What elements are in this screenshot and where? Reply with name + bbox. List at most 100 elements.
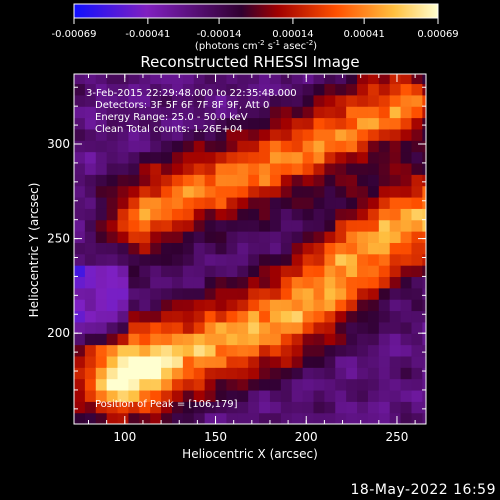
heatmap-cell <box>248 389 260 402</box>
heatmap-cell <box>182 83 195 96</box>
heatmap-cell <box>117 151 130 164</box>
heatmap-cell <box>367 94 380 107</box>
heatmap-cell <box>280 310 293 323</box>
heatmap-cell <box>128 344 140 357</box>
heatmap-cell <box>95 321 108 334</box>
heatmap-cell <box>215 276 228 289</box>
heatmap-cell <box>117 117 130 130</box>
heatmap-cell <box>95 253 108 266</box>
heatmap-cell <box>139 401 151 414</box>
heatmap-cell <box>193 140 206 153</box>
heatmap-cell <box>335 83 347 96</box>
heatmap-cell <box>291 287 304 300</box>
heatmap-cell <box>128 389 140 402</box>
heatmap-cell <box>357 242 369 255</box>
heatmap-cell <box>95 333 108 346</box>
heatmap-cell <box>346 253 358 266</box>
heatmap-cell <box>313 389 325 402</box>
heatmap-cell <box>139 231 151 243</box>
heatmap-cell <box>313 265 325 278</box>
heatmap-cell <box>400 140 413 153</box>
heatmap-cell <box>400 310 413 323</box>
heatmap-cell <box>150 128 162 141</box>
colorbar-frame <box>73 3 439 19</box>
y-axis-label: Heliocentric Y (arcsec) <box>27 183 41 318</box>
heatmap-cell <box>367 106 380 119</box>
heatmap-cell <box>84 106 97 119</box>
heatmap-cell <box>161 401 173 414</box>
heatmap-cell <box>237 355 249 368</box>
heatmap-cell <box>357 265 369 278</box>
heatmap-cell <box>378 276 391 289</box>
heatmap-cell <box>400 253 413 266</box>
heatmap-cell <box>335 117 347 130</box>
heatmap-cell <box>226 344 238 357</box>
heatmap-cell <box>237 389 249 402</box>
heatmap-cell <box>106 231 119 243</box>
heatmap-cell <box>324 174 336 187</box>
heatmap-cell <box>193 276 206 289</box>
heatmap-cell <box>237 140 249 153</box>
heatmap-cell <box>389 117 402 130</box>
heatmap-cell <box>84 151 97 164</box>
heatmap-cell <box>302 174 315 187</box>
heatmap-cell <box>378 196 391 209</box>
heatmap-cell <box>357 310 369 323</box>
heatmap-cell <box>74 117 86 130</box>
heatmap-cell <box>367 299 380 312</box>
heatmap-cell <box>128 83 140 96</box>
heatmap-cell <box>117 128 130 141</box>
heatmap-cell <box>139 162 151 175</box>
heatmap-cell <box>302 162 315 175</box>
heatmap-cell <box>248 333 260 346</box>
heatmap-cell <box>139 219 151 232</box>
heatmap-cell <box>422 185 426 198</box>
heatmap-cell <box>400 265 413 278</box>
heatmap-cell <box>226 219 238 232</box>
heatmap-cell <box>367 367 380 380</box>
colorbar-tick-labels: -0.00069 -0.00041 -0.00014 0.00014 0.00041 0.… <box>52 29 459 40</box>
heatmap-cell <box>204 389 217 402</box>
heatmap-cell <box>171 299 184 312</box>
heatmap-cell <box>204 74 217 85</box>
heatmap-cell <box>84 219 97 232</box>
heatmap-cell <box>389 276 402 289</box>
heatmap-cell <box>226 276 238 289</box>
heatmap-cell <box>171 74 184 85</box>
heatmap-cell <box>215 94 228 107</box>
heatmap-cell <box>378 389 391 402</box>
heatmap-cell <box>411 389 423 402</box>
heatmap-cell <box>161 162 173 175</box>
heatmap-cell <box>237 310 249 323</box>
heatmap-cell <box>84 117 97 130</box>
heatmap-cell <box>128 151 140 164</box>
heatmap-cell <box>346 242 358 255</box>
heatmap-cell <box>182 208 195 221</box>
heatmap-cell <box>204 219 217 232</box>
heatmap-cell <box>313 367 325 380</box>
heatmap-cell <box>313 208 325 221</box>
heatmap-cell <box>237 276 249 289</box>
heatmap-cell <box>357 378 369 391</box>
colorbar-unit-label: (photons cm-2 s-1 asec-2) <box>195 39 317 52</box>
heatmap-cell <box>248 253 260 266</box>
heatmap-cell <box>313 401 325 414</box>
heatmap-cell <box>161 344 173 357</box>
heatmap-cell <box>74 74 86 85</box>
heatmap-cell <box>291 242 304 255</box>
heatmap-cell <box>291 106 304 119</box>
heatmap-cell <box>280 401 293 414</box>
heatmap-cell <box>215 151 228 164</box>
heatmap-cell <box>161 253 173 266</box>
heatmap-cell <box>324 253 336 266</box>
heatmap-cell <box>313 162 325 175</box>
heatmap-cell <box>248 321 260 334</box>
heatmap-cell <box>324 401 336 414</box>
heatmap-cell <box>237 265 249 278</box>
heatmap-cell <box>95 310 108 323</box>
heatmap-cell <box>313 242 325 255</box>
heatmap-cell <box>248 140 260 153</box>
heatmap-cell <box>313 231 325 243</box>
heatmap-cell <box>335 208 347 221</box>
heatmap-cell <box>335 94 347 107</box>
